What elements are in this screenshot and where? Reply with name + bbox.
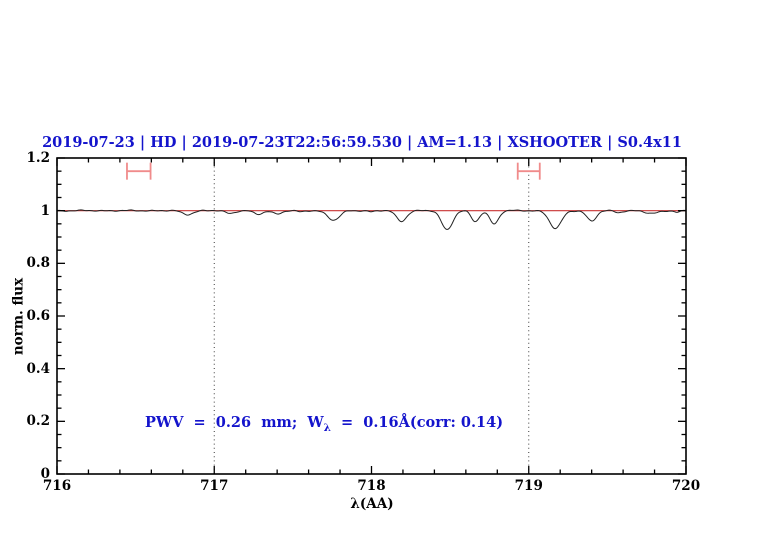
spectrum-line <box>56 209 687 230</box>
x-tick-label-716: 716 <box>42 478 72 494</box>
y-tick-label-1.2: 1.2 <box>26 150 51 166</box>
pwv-annotation-subscript: λ <box>323 421 331 434</box>
x-tick-label-717: 717 <box>200 478 229 494</box>
x-tick-label-718: 718 <box>357 478 386 494</box>
y-tick-label-0: 0 <box>40 466 50 482</box>
y-tick-label-0.8: 0.8 <box>26 255 51 272</box>
y-tick-label-0.6: 0.6 <box>26 308 51 324</box>
x-axis-title: λ(AA) <box>350 496 394 512</box>
y-tick-label-0.2: 0.2 <box>26 413 51 430</box>
pwv-annotation-suffix: = 0.16Å(corr: 0.14) <box>330 414 504 431</box>
y-tick-label-1: 1 <box>40 202 50 219</box>
reference-marker-2 <box>516 162 541 180</box>
reference-marker-1 <box>126 162 152 180</box>
y-tick-label-0.4: 0.4 <box>26 360 51 377</box>
pwv-annotation-prefix: PWV = 0.26 mm; W <box>145 414 324 431</box>
plot-title: 2019-07-23 | HD | 2019-07-23T22:56:59.53… <box>42 134 682 151</box>
x-tick-label-719: 719 <box>514 478 543 494</box>
x-tick-label-720: 720 <box>671 478 701 494</box>
pwv-annotation: PWV = 0.26 mm; Wλ = 0.16Å(corr: 0.14) <box>145 414 503 434</box>
